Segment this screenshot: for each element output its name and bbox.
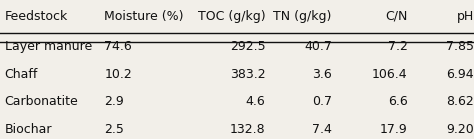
Text: 7.4: 7.4	[312, 123, 332, 136]
Text: 7.2: 7.2	[388, 40, 408, 53]
Text: TOC (g/kg): TOC (g/kg)	[198, 10, 265, 23]
Text: 40.7: 40.7	[304, 40, 332, 53]
Text: 132.8: 132.8	[230, 123, 265, 136]
Text: Carbonatite: Carbonatite	[5, 95, 79, 108]
Text: 10.2: 10.2	[104, 68, 132, 81]
Text: 2.9: 2.9	[104, 95, 124, 108]
Text: 17.9: 17.9	[380, 123, 408, 136]
Text: 106.4: 106.4	[372, 68, 408, 81]
Text: C/N: C/N	[385, 10, 408, 23]
Text: Moisture (%): Moisture (%)	[104, 10, 184, 23]
Text: 3.6: 3.6	[312, 68, 332, 81]
Text: Chaff: Chaff	[5, 68, 38, 81]
Text: 9.20: 9.20	[446, 123, 474, 136]
Text: 292.5: 292.5	[230, 40, 265, 53]
Text: 74.6: 74.6	[104, 40, 132, 53]
Text: Layer manure: Layer manure	[5, 40, 92, 53]
Text: 383.2: 383.2	[230, 68, 265, 81]
Text: Biochar: Biochar	[5, 123, 52, 136]
Text: 2.5: 2.5	[104, 123, 124, 136]
Text: 6.94: 6.94	[447, 68, 474, 81]
Text: 0.7: 0.7	[312, 95, 332, 108]
Text: 7.85: 7.85	[446, 40, 474, 53]
Text: 6.6: 6.6	[388, 95, 408, 108]
Text: TN (g/kg): TN (g/kg)	[273, 10, 332, 23]
Text: 8.62: 8.62	[446, 95, 474, 108]
Text: Feedstock: Feedstock	[5, 10, 68, 23]
Text: 4.6: 4.6	[246, 95, 265, 108]
Text: pH: pH	[457, 10, 474, 23]
